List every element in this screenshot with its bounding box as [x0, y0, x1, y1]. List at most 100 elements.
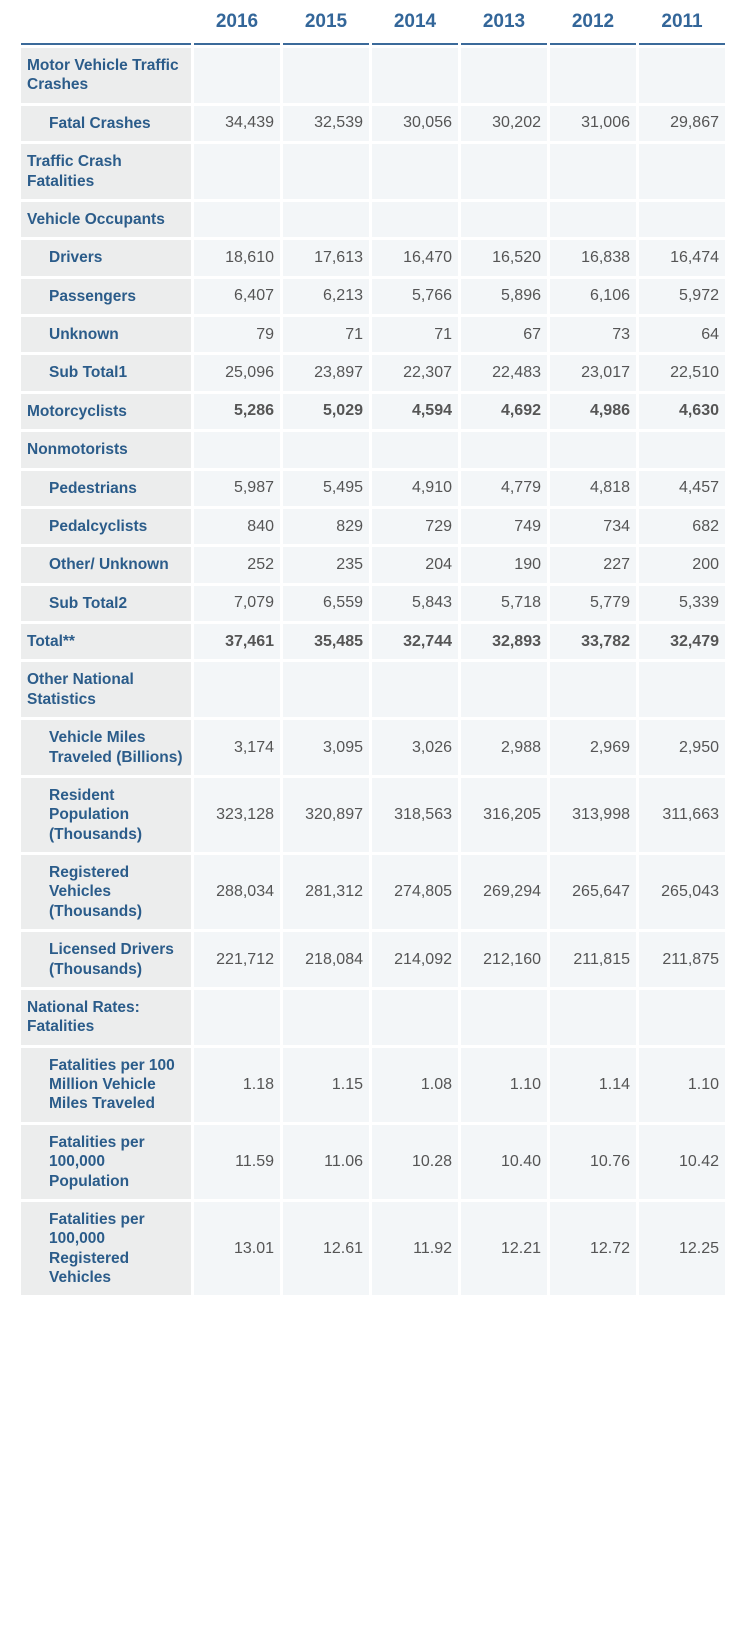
header-year: 2016 — [194, 3, 280, 45]
data-cell: 11.92 — [372, 1202, 458, 1296]
data-cell: 12.21 — [461, 1202, 547, 1296]
data-cell: 10.28 — [372, 1125, 458, 1199]
data-cell: 265,647 — [550, 855, 636, 929]
header-year: 2011 — [639, 3, 725, 45]
data-cell: 269,294 — [461, 855, 547, 929]
data-cell: 252 — [194, 547, 280, 582]
empty-cell — [639, 432, 725, 467]
empty-cell — [461, 432, 547, 467]
data-cell: 3,174 — [194, 720, 280, 775]
data-cell: 32,539 — [283, 106, 369, 141]
data-cell: 1.14 — [550, 1048, 636, 1122]
empty-cell — [461, 48, 547, 103]
row-label: Pedalcyclists — [21, 509, 191, 544]
data-cell: 190 — [461, 547, 547, 582]
data-cell: 729 — [372, 509, 458, 544]
data-cell: 23,897 — [283, 355, 369, 390]
row-label: Other National Statistics — [21, 662, 191, 717]
data-cell: 212,160 — [461, 932, 547, 987]
data-cell: 6,559 — [283, 586, 369, 621]
row-label: Vehicle Occupants — [21, 202, 191, 237]
data-cell: 749 — [461, 509, 547, 544]
data-cell: 682 — [639, 509, 725, 544]
row-label: Resident Population (Thousands) — [21, 778, 191, 852]
data-cell: 33,782 — [550, 624, 636, 659]
data-cell: 829 — [283, 509, 369, 544]
row-label: Total** — [21, 624, 191, 659]
data-cell: 4,594 — [372, 394, 458, 429]
empty-cell — [639, 48, 725, 103]
data-cell: 12.61 — [283, 1202, 369, 1296]
data-cell: 79 — [194, 317, 280, 352]
data-cell: 37,461 — [194, 624, 280, 659]
empty-cell — [550, 662, 636, 717]
data-cell: 320,897 — [283, 778, 369, 852]
data-cell: 311,663 — [639, 778, 725, 852]
row-label: Licensed Drivers (Thousands) — [21, 932, 191, 987]
data-cell: 204 — [372, 547, 458, 582]
data-cell: 4,818 — [550, 471, 636, 506]
empty-cell — [283, 144, 369, 199]
data-cell: 13.01 — [194, 1202, 280, 1296]
data-cell: 71 — [283, 317, 369, 352]
empty-cell — [639, 202, 725, 237]
row-label: Motor Vehicle Traffic Crashes — [21, 48, 191, 103]
data-cell: 214,092 — [372, 932, 458, 987]
row-label: Pedestrians — [21, 471, 191, 506]
data-cell: 12.25 — [639, 1202, 725, 1296]
data-cell: 4,692 — [461, 394, 547, 429]
empty-cell — [550, 990, 636, 1045]
data-cell: 3,095 — [283, 720, 369, 775]
data-cell: 32,744 — [372, 624, 458, 659]
stats-table: 2016 2015 2014 2013 2012 2011 Motor Vehi… — [18, 0, 728, 1298]
data-cell: 64 — [639, 317, 725, 352]
row-label: Motorcyclists — [21, 394, 191, 429]
empty-cell — [550, 202, 636, 237]
data-cell: 32,479 — [639, 624, 725, 659]
data-cell: 211,875 — [639, 932, 725, 987]
empty-cell — [283, 48, 369, 103]
data-cell: 5,718 — [461, 586, 547, 621]
table-row: Drivers18,61017,61316,47016,52016,83816,… — [21, 240, 725, 275]
table-row: Fatal Crashes34,43932,53930,05630,20231,… — [21, 106, 725, 141]
data-cell: 5,896 — [461, 279, 547, 314]
data-cell: 281,312 — [283, 855, 369, 929]
header-year: 2013 — [461, 3, 547, 45]
data-cell: 2,988 — [461, 720, 547, 775]
table-row: Motor Vehicle Traffic Crashes — [21, 48, 725, 103]
empty-cell — [194, 432, 280, 467]
row-label: Registered Vehicles (Thousands) — [21, 855, 191, 929]
data-cell: 318,563 — [372, 778, 458, 852]
table-row: Vehicle Occupants — [21, 202, 725, 237]
empty-cell — [283, 202, 369, 237]
data-cell: 734 — [550, 509, 636, 544]
data-cell: 5,779 — [550, 586, 636, 621]
data-cell: 4,779 — [461, 471, 547, 506]
data-cell: 4,910 — [372, 471, 458, 506]
data-cell: 10.42 — [639, 1125, 725, 1199]
data-cell: 32,893 — [461, 624, 547, 659]
data-cell: 2,950 — [639, 720, 725, 775]
data-cell: 30,202 — [461, 106, 547, 141]
empty-cell — [461, 202, 547, 237]
empty-cell — [461, 990, 547, 1045]
table-row: Licensed Drivers (Thousands)221,712218,0… — [21, 932, 725, 987]
data-cell: 16,838 — [550, 240, 636, 275]
data-cell: 34,439 — [194, 106, 280, 141]
data-cell: 12.72 — [550, 1202, 636, 1296]
data-cell: 200 — [639, 547, 725, 582]
data-cell: 6,213 — [283, 279, 369, 314]
empty-cell — [372, 662, 458, 717]
table-row: Pedalcyclists840829729749734682 — [21, 509, 725, 544]
empty-cell — [550, 144, 636, 199]
table-row: Nonmotorists — [21, 432, 725, 467]
data-cell: 5,843 — [372, 586, 458, 621]
table-row: Fatalities per 100 Million Vehicle Miles… — [21, 1048, 725, 1122]
table-row: Resident Population (Thousands)323,12832… — [21, 778, 725, 852]
row-label: Fatalities per 100,000 Population — [21, 1125, 191, 1199]
data-cell: 10.76 — [550, 1125, 636, 1199]
empty-cell — [194, 48, 280, 103]
data-cell: 840 — [194, 509, 280, 544]
header-blank — [21, 3, 191, 45]
data-cell: 73 — [550, 317, 636, 352]
